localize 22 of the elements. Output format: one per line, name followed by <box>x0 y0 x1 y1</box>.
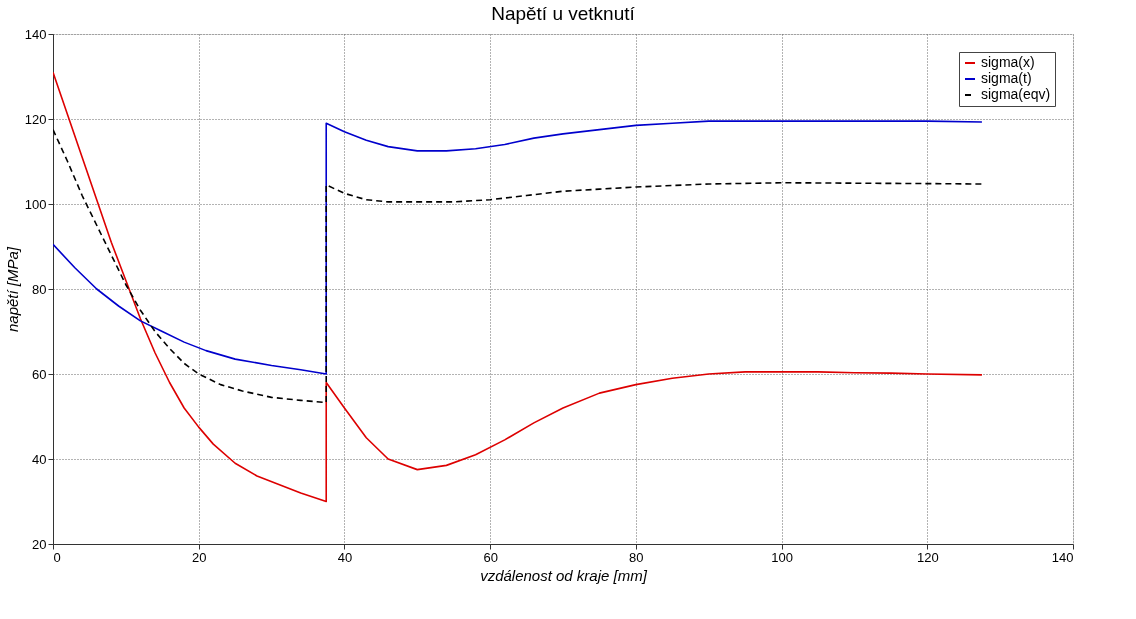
x-tick-label: 0 <box>53 549 61 565</box>
x-tick-label: 60 <box>483 549 498 565</box>
chart-title: Napětí u vetknutí <box>491 3 636 24</box>
legend-label: sigma(eqv) <box>981 86 1051 102</box>
y-tick-label: 60 <box>32 366 47 382</box>
x-tick-label: 20 <box>191 549 207 565</box>
y-tick-label: 40 <box>32 451 47 467</box>
x-axis-title: vzdálenost od kraje [mm] <box>480 566 648 584</box>
y-tick-label: 20 <box>32 536 47 552</box>
x-tick-label: 80 <box>629 549 644 565</box>
line-series <box>53 71 983 503</box>
y-tick-label: 120 <box>24 111 47 127</box>
x-tick-label: 40 <box>337 549 353 565</box>
y-tick-label: 80 <box>32 281 47 297</box>
legend-label: sigma(x) <box>981 54 1035 70</box>
x-tick-label: 120 <box>916 549 939 565</box>
y-tick-label: 140 <box>24 26 47 42</box>
x-tick-label: 140 <box>1051 549 1074 565</box>
y-tick-label: 100 <box>24 196 47 212</box>
y-axis-title: napětí [MPa] <box>3 246 21 333</box>
x-tick-label: 100 <box>771 549 793 565</box>
legend-label: sigma(t) <box>981 70 1032 86</box>
